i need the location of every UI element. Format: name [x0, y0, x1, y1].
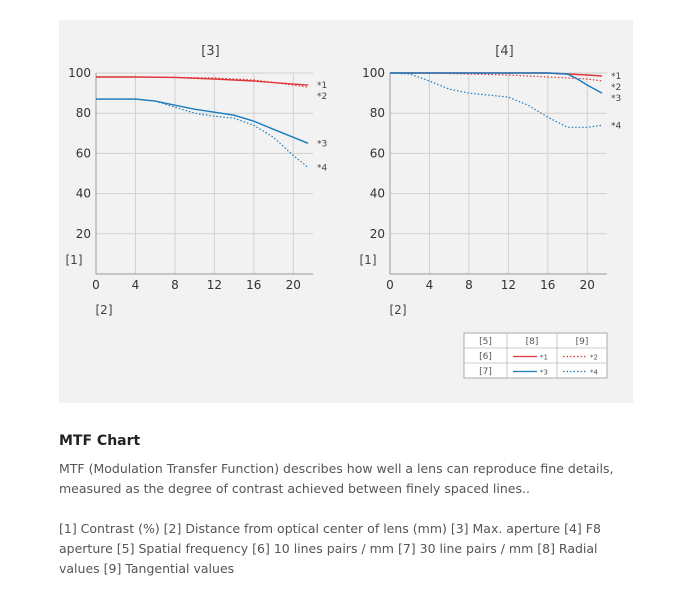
legend-table-col-sagittal: [8]: [526, 337, 539, 347]
legend-table-corner: [5]: [479, 337, 492, 347]
chart2-xtick-16: 16: [540, 278, 555, 292]
chart2-xlabel: [2]: [390, 303, 407, 317]
chart1-xtick-20: 20: [286, 278, 301, 292]
legend-table-frame: [463, 332, 608, 379]
chart1-ylabel: [1]: [66, 253, 83, 267]
chart2-series-4-line: [389, 72, 603, 128]
chart1-series-3-line: [96, 98, 309, 144]
chart1-series-4-line: [96, 98, 309, 168]
chart1-ytick-20: 20: [76, 227, 91, 241]
chart1-xtick-12: 12: [207, 278, 222, 292]
chart1-xtick-16: 16: [246, 278, 261, 292]
chart2-ytick-80: 80: [370, 106, 385, 120]
chart2-xtick-0: 0: [386, 278, 394, 292]
chart2-series-3-label: *3: [611, 94, 621, 104]
chart1-xlabel: [2]: [96, 303, 113, 317]
chart1-ytick-60: 60: [76, 146, 91, 160]
section-title: MTF Chart: [59, 433, 141, 449]
chart1-series-2-label: *2: [317, 92, 327, 102]
chart2-title: [4]: [495, 44, 513, 59]
chart1-series-1-label: *1: [317, 81, 327, 91]
mtf-chart-panel: [3] 0 4 8 12 16 20 20 40 60 80 100 [1] [2] *1 *2 *3 *4 [4]…: [59, 20, 633, 403]
chart2-series-2-label: *2: [611, 83, 621, 93]
chart1-series-3-label: *3: [317, 139, 327, 149]
legend-table-row-10: [6]: [479, 352, 492, 362]
chart1-series-2-line: [96, 76, 309, 88]
chart2-ylabel: [1]: [360, 253, 377, 267]
legend-swatch-label-2: *2: [590, 354, 598, 362]
chart1-xtick-8: 8: [171, 278, 179, 292]
chart2-xtick-4: 4: [426, 278, 434, 292]
chart2-ytick-60: 60: [370, 146, 385, 160]
legend-table-col-tangential: [9]: [576, 337, 589, 347]
legend-swatch-label-3: *3: [540, 369, 548, 377]
chart2-xtick-8: 8: [465, 278, 473, 292]
chart2-ytick-40: 40: [370, 187, 385, 201]
chart2-ytick-100: 100: [362, 66, 385, 80]
chart2-series-4-label: *4: [611, 121, 622, 131]
chart1-ytick-100: 100: [68, 66, 91, 80]
mtf-charts-svg: [3]0 4 8 12 16 2020406080100[1][2]*1*2*3*4[4]…: [66, 44, 622, 379]
chart1-xtick-0: 0: [92, 278, 100, 292]
chart2-xtick-20: 20: [580, 278, 595, 292]
chart1-title: [3]: [201, 44, 219, 59]
chart2-ytick-20: 20: [370, 227, 385, 241]
chart1-ytick-80: 80: [76, 106, 91, 120]
legend-swatch-label-1: *1: [540, 354, 548, 362]
chart2-series-1-label: *1: [611, 72, 621, 82]
legend-swatch-label-4: *4: [590, 369, 599, 377]
legend-table-row-30: [7]: [479, 367, 492, 377]
chart1-ytick-40: 40: [76, 187, 91, 201]
chart2-xtick-12: 12: [501, 278, 516, 292]
chart2-series-3-line: [390, 72, 603, 94]
legend-explanation-text: [1] Contrast (%) [2] Distance from optic…: [59, 521, 601, 576]
description-text: MTF (Modulation Transfer Function) descr…: [59, 461, 614, 496]
chart1-series-4-label: *4: [317, 163, 328, 173]
chart1-xtick-4: 4: [132, 278, 140, 292]
